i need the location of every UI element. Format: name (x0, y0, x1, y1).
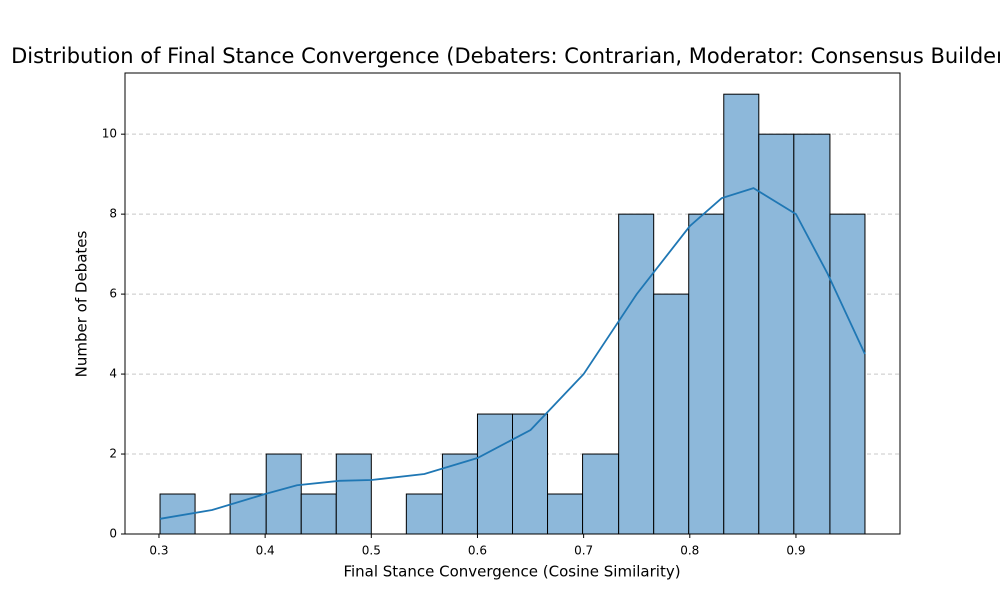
x-axis-label: Final Stance Convergence (Cosine Similar… (343, 563, 680, 581)
y-tick-label: 0 (109, 527, 117, 541)
bar (547, 493, 584, 535)
bar (653, 293, 690, 535)
bar (582, 453, 620, 535)
chart-title: Distribution of Final Stance Convergence… (11, 44, 1000, 68)
bar (265, 453, 302, 535)
y-tick-label: 10 (102, 127, 117, 141)
y-axis-label: Number of Debates (73, 230, 91, 377)
bar (758, 133, 795, 535)
x-tick-label: 0.8 (680, 544, 699, 558)
y-tick-label: 2 (109, 447, 117, 461)
x-tick-label: 0.7 (574, 544, 593, 558)
y-tick-label: 4 (109, 367, 117, 381)
kde-line (159, 187, 866, 520)
bar (688, 213, 725, 535)
bar (723, 93, 760, 535)
bar (441, 453, 478, 535)
x-tick-label: 0.5 (362, 544, 381, 558)
bar (335, 453, 372, 535)
bar (300, 493, 337, 535)
bar (829, 213, 866, 535)
bar (476, 413, 514, 535)
y-tick-label: 8 (109, 207, 117, 221)
y-tick-label: 6 (109, 287, 117, 301)
bar (793, 133, 831, 535)
plot-frame (124, 72, 901, 535)
bar (512, 413, 549, 535)
x-tick-label: 0.3 (149, 544, 168, 558)
x-tick-label: 0.4 (256, 544, 275, 558)
x-tick-label: 0.6 (468, 544, 487, 558)
bar (405, 493, 443, 535)
bar (229, 493, 267, 535)
bar (618, 213, 655, 535)
x-tick-label: 0.9 (786, 544, 805, 558)
